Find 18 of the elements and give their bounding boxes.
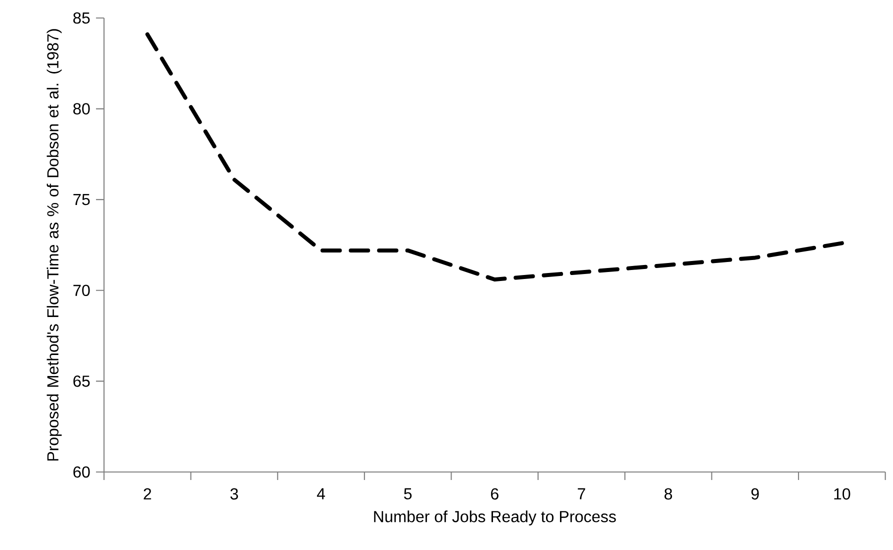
- y-tick-label: 75: [73, 194, 90, 206]
- x-axis-title: Number of Jobs Ready to Process: [374, 510, 616, 526]
- y-tick-label: 60: [73, 466, 90, 478]
- x-tick-label: 3: [230, 488, 238, 500]
- x-tick-label: 9: [751, 488, 759, 500]
- x-tick-label: 6: [491, 488, 498, 500]
- line-series: [145, 32, 844, 282]
- x-tick-label: 7: [578, 488, 586, 500]
- y-tick-label: 85: [73, 12, 90, 24]
- x-tick-label: 10: [834, 488, 850, 500]
- x-tick-label: 2: [144, 488, 152, 500]
- x-tick-label: 4: [316, 488, 326, 500]
- x-tick-label: 8: [664, 488, 672, 500]
- y-tick-label: 65: [73, 376, 90, 387]
- y-axis-title: Proposed Method's Flow-Time as % of Dobson et al. (1987): [46, 29, 62, 461]
- x-tick-label: 5: [404, 488, 412, 500]
- y-tick-label: 70: [73, 284, 90, 296]
- y-tick-label: 80: [73, 103, 90, 114]
